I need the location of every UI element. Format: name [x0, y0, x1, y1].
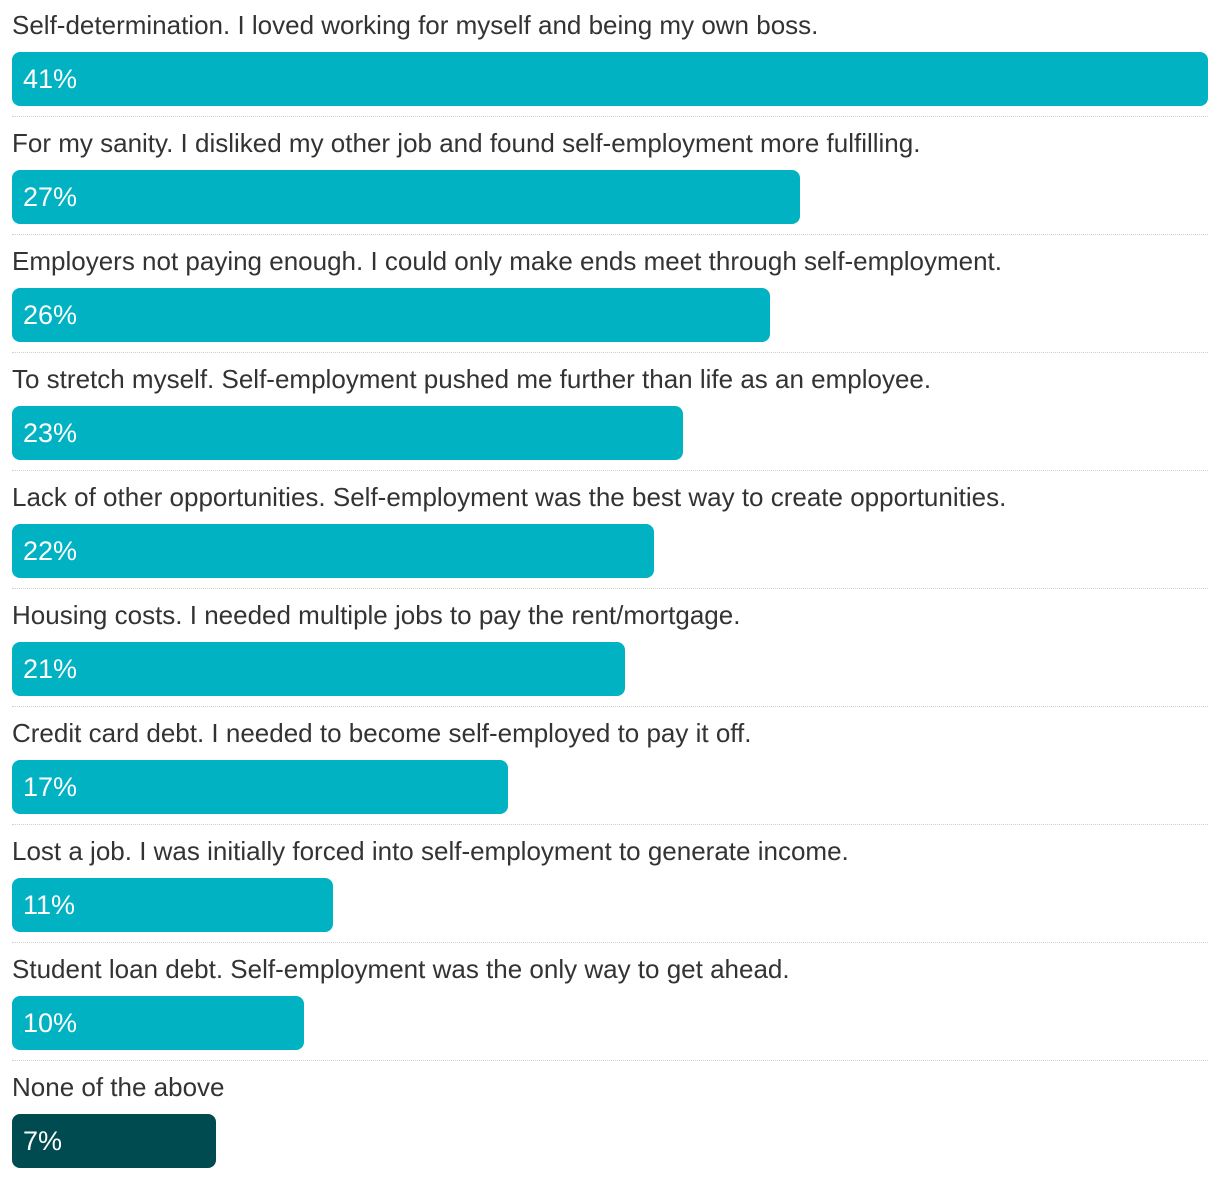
category-label: Employers not paying enough. I could onl…: [12, 246, 1002, 276]
chart-row: To stretch myself. Self-employment pushe…: [12, 354, 1208, 472]
row-divider: [12, 588, 1208, 589]
chart-row: Self-determination. I loved working for …: [12, 0, 1208, 118]
row-divider: [12, 470, 1208, 471]
category-label: For my sanity. I disliked my other job a…: [12, 128, 921, 158]
chart-row: Credit card debt. I needed to become sel…: [12, 708, 1208, 826]
bar-value-label: 27%: [23, 182, 78, 212]
row-divider: [12, 1060, 1208, 1061]
chart-row: Student loan debt. Self-employment was t…: [12, 944, 1208, 1062]
horizontal-bar-chart: Self-determination. I loved working for …: [12, 0, 1208, 1174]
category-label: To stretch myself. Self-employment pushe…: [12, 364, 932, 394]
category-label: None of the above: [12, 1072, 225, 1102]
row-divider: [12, 942, 1208, 943]
bar: 11%: [12, 878, 333, 932]
row-divider: [12, 234, 1208, 235]
bar-value-label: 22%: [23, 536, 78, 566]
category-label: Lack of other opportunities. Self-employ…: [12, 482, 1007, 512]
category-label: Housing costs. I needed multiple jobs to…: [12, 600, 741, 630]
chart-row: Employers not paying enough. I could onl…: [12, 236, 1208, 354]
bar: 26%: [12, 288, 770, 342]
bar: 21%: [12, 642, 625, 696]
category-label: Self-determination. I loved working for …: [12, 10, 819, 40]
bar: 41%: [12, 52, 1208, 106]
bar: 17%: [12, 760, 508, 814]
bar-value-label: 17%: [23, 772, 78, 802]
bar-value-label: 26%: [23, 300, 78, 330]
bar: 27%: [12, 170, 800, 224]
row-divider: [12, 824, 1208, 825]
chart-row: Housing costs. I needed multiple jobs to…: [12, 590, 1208, 708]
bar-value-label: 10%: [23, 1008, 78, 1038]
row-divider: [12, 116, 1208, 117]
chart-row: For my sanity. I disliked my other job a…: [12, 118, 1208, 236]
bar: 10%: [12, 996, 304, 1050]
bar: 23%: [12, 406, 683, 460]
bar: 7%: [12, 1114, 216, 1168]
bar-value-label: 11%: [23, 890, 76, 920]
bar-value-label: 21%: [23, 654, 78, 684]
category-label: Credit card debt. I needed to become sel…: [12, 718, 752, 748]
category-label: Lost a job. I was initially forced into …: [12, 836, 849, 866]
row-divider: [12, 706, 1208, 707]
chart-row: Lost a job. I was initially forced into …: [12, 826, 1208, 944]
bar-value-label: 7%: [23, 1126, 63, 1156]
bar-value-label: 23%: [23, 418, 78, 448]
chart-row: None of the above 7%: [12, 1062, 1208, 1180]
bar: 22%: [12, 524, 654, 578]
bar-value-label: 41%: [23, 64, 78, 94]
category-label: Student loan debt. Self-employment was t…: [12, 954, 790, 984]
row-divider: [12, 352, 1208, 353]
chart-row: Lack of other opportunities. Self-employ…: [12, 472, 1208, 590]
